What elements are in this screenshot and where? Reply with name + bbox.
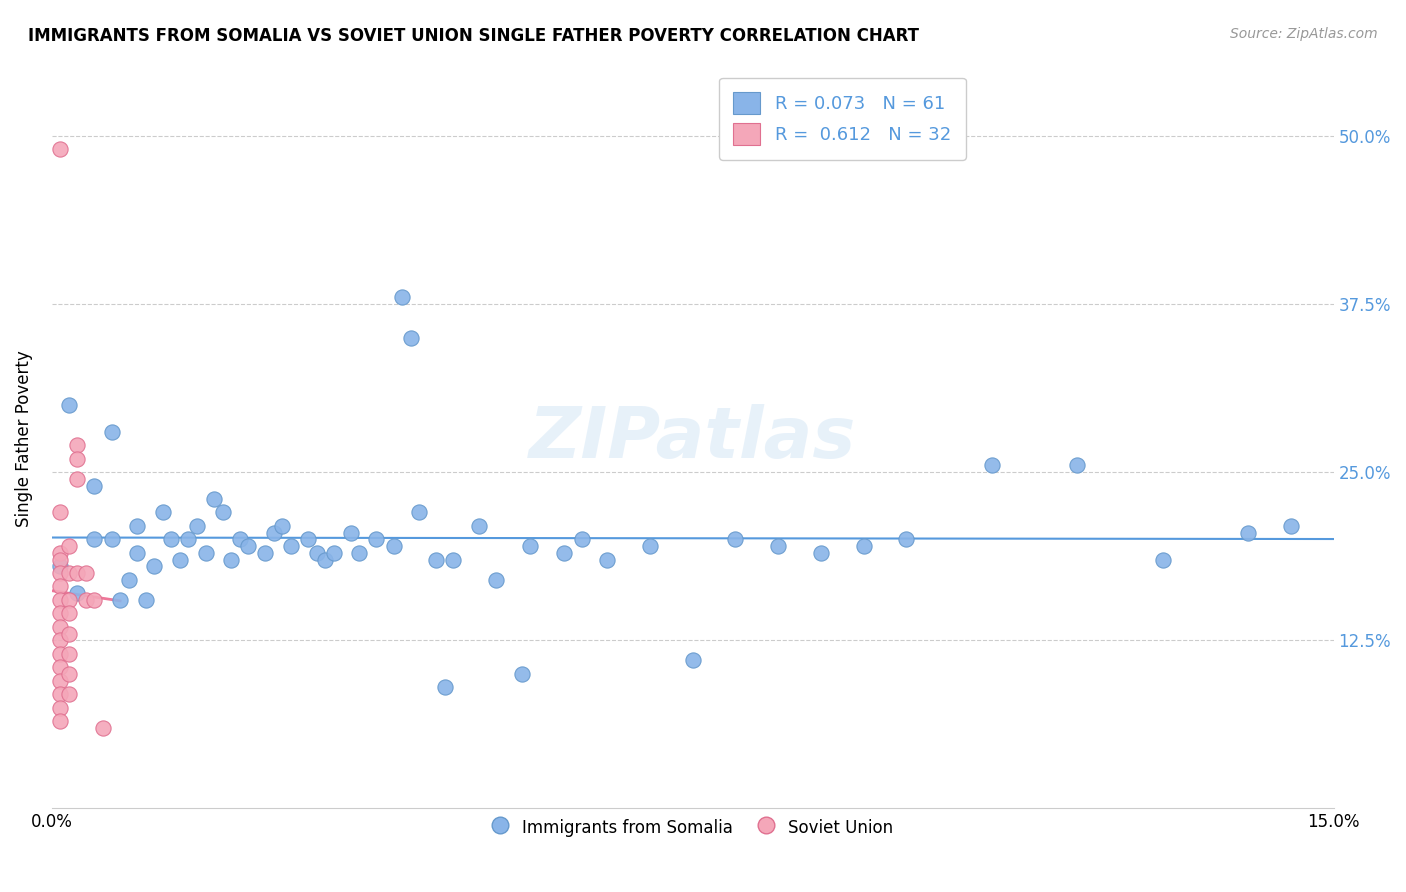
Point [263, 525, 285, 540]
Point [49, 633, 72, 648]
Point [391, 290, 413, 304]
Point [1066, 458, 1088, 473]
Point [1152, 552, 1174, 566]
Point [519, 539, 541, 553]
Point [58, 667, 80, 681]
Point [66, 472, 89, 486]
Point [83, 478, 105, 492]
Point [66, 566, 89, 580]
Text: IMMIGRANTS FROM SOMALIA VS SOVIET UNION SINGLE FATHER POVERTY CORRELATION CHART: IMMIGRANTS FROM SOMALIA VS SOVIET UNION … [28, 27, 920, 45]
Point [238, 539, 260, 553]
Point [83, 533, 105, 547]
Point [468, 519, 491, 533]
Point [810, 546, 832, 560]
Point [314, 552, 336, 566]
Point [49, 579, 72, 593]
Point [49, 620, 72, 634]
Point [58, 687, 80, 701]
Point [229, 533, 252, 547]
Point [127, 519, 149, 533]
Point [160, 533, 183, 547]
Point [441, 552, 464, 566]
Point [49, 142, 72, 156]
Point [49, 714, 72, 728]
Point [852, 539, 875, 553]
Point [186, 519, 208, 533]
Point [100, 425, 122, 439]
Point [194, 546, 217, 560]
Point [58, 607, 80, 621]
Point [49, 673, 72, 688]
Point [66, 586, 89, 600]
Text: ZIPatlas: ZIPatlas [529, 404, 856, 473]
Point [382, 539, 405, 553]
Point [49, 607, 72, 621]
Point [49, 552, 72, 566]
Point [58, 398, 80, 412]
Point [553, 546, 575, 560]
Point [118, 573, 141, 587]
Point [152, 506, 174, 520]
Point [58, 566, 80, 580]
Point [58, 626, 80, 640]
Point [349, 546, 371, 560]
Point [408, 506, 430, 520]
Point [271, 519, 294, 533]
Point [91, 721, 114, 735]
Point [127, 546, 149, 560]
Point [177, 533, 200, 547]
Point [297, 533, 319, 547]
Point [322, 546, 344, 560]
Point [49, 700, 72, 714]
Point [83, 593, 105, 607]
Point [100, 533, 122, 547]
Point [571, 533, 593, 547]
Point [366, 533, 388, 547]
Point [682, 653, 704, 667]
Point [433, 681, 456, 695]
Point [58, 539, 80, 553]
Point [49, 506, 72, 520]
Point [340, 525, 363, 540]
Point [510, 667, 533, 681]
Point [1237, 525, 1260, 540]
Point [724, 533, 747, 547]
Point [305, 546, 328, 560]
Point [896, 533, 918, 547]
Point [638, 539, 661, 553]
Point [280, 539, 302, 553]
Point [596, 552, 619, 566]
Point [254, 546, 277, 560]
Point [49, 593, 72, 607]
Point [169, 552, 191, 566]
Point [766, 539, 789, 553]
Point [211, 506, 233, 520]
Legend: Immigrants from Somalia, Soviet Union: Immigrants from Somalia, Soviet Union [485, 811, 900, 845]
Point [58, 647, 80, 661]
Point [66, 451, 89, 466]
Point [108, 593, 131, 607]
Point [49, 566, 72, 580]
Point [49, 546, 72, 560]
Point [1279, 519, 1302, 533]
Point [399, 330, 422, 344]
Point [75, 593, 97, 607]
Point [219, 552, 242, 566]
Y-axis label: Single Father Poverty: Single Father Poverty [15, 350, 32, 527]
Point [485, 573, 508, 587]
Point [75, 566, 97, 580]
Point [58, 593, 80, 607]
Point [202, 491, 225, 506]
Text: Source: ZipAtlas.com: Source: ZipAtlas.com [1230, 27, 1378, 41]
Point [980, 458, 1002, 473]
Point [49, 647, 72, 661]
Point [49, 559, 72, 574]
Point [66, 438, 89, 452]
Point [49, 687, 72, 701]
Point [425, 552, 447, 566]
Point [143, 559, 166, 574]
Point [49, 660, 72, 674]
Point [135, 593, 157, 607]
